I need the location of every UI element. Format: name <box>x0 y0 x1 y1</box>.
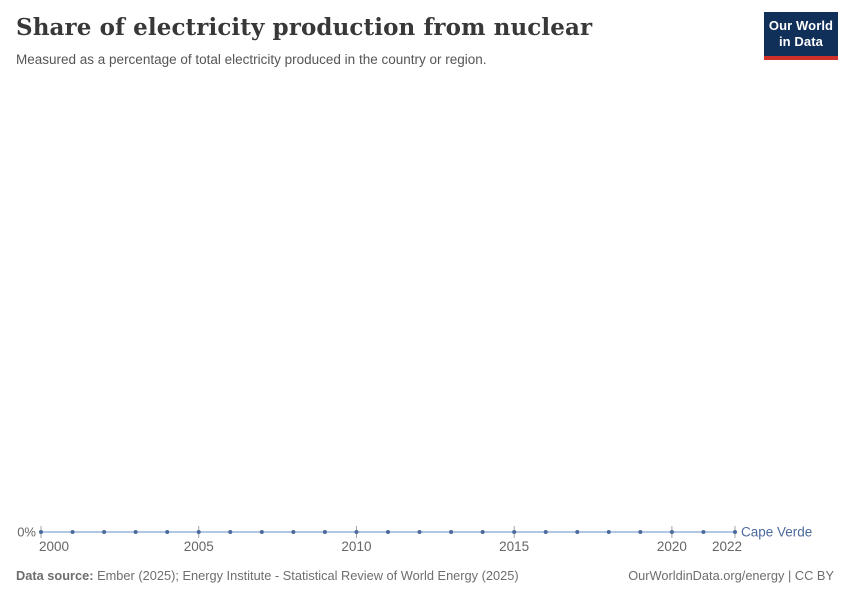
data-point-marker <box>512 530 517 534</box>
data-point-marker <box>165 530 170 534</box>
data-point-marker <box>449 530 454 534</box>
data-point-marker <box>102 530 107 534</box>
x-axis-tick-label: 2015 <box>499 539 529 554</box>
data-point-marker <box>228 530 233 534</box>
data-point-marker <box>669 530 674 534</box>
data-source-text: Ember (2025); Energy Institute - Statist… <box>97 568 519 583</box>
data-point-marker <box>291 530 296 534</box>
data-point-marker <box>133 530 138 534</box>
x-axis-tick-label: 2005 <box>184 539 214 554</box>
data-point-marker <box>638 530 643 534</box>
data-point-marker <box>386 530 390 534</box>
footer-link[interactable]: OurWorldinData.org/energy | CC BY <box>628 568 834 583</box>
x-axis-tick-label: 2022 <box>712 539 742 554</box>
data-point-marker <box>39 530 43 534</box>
data-point-marker <box>543 530 548 534</box>
data-point-marker <box>701 530 706 534</box>
data-point-marker <box>606 530 611 534</box>
y-axis-tick-label: 0% <box>17 525 36 540</box>
data-point-marker <box>70 530 75 534</box>
x-axis-tick-label: 2020 <box>657 539 687 554</box>
data-source-note: Data source: Ember (2025); Energy Instit… <box>16 568 519 583</box>
chart-title: Share of electricity production from nuc… <box>16 14 593 41</box>
data-point-marker <box>196 530 201 534</box>
chart-subtitle: Measured as a percentage of total electr… <box>16 52 487 67</box>
data-point-marker <box>733 530 737 534</box>
data-point-marker <box>259 530 264 534</box>
x-axis-tick-label: 2010 <box>341 539 371 554</box>
owid-logo[interactable]: Our World in Data <box>764 12 838 60</box>
data-source-label: Data source: <box>16 568 94 583</box>
series-label[interactable]: Cape Verde <box>741 525 812 540</box>
chart-footer: Data source: Ember (2025); Energy Instit… <box>16 568 834 583</box>
owid-logo-line1: Our World <box>768 18 834 33</box>
data-point-marker <box>575 530 580 534</box>
data-point-marker <box>322 530 327 534</box>
data-point-marker <box>480 530 485 534</box>
data-point-marker <box>354 530 359 534</box>
data-point-marker <box>417 530 422 534</box>
x-axis-tick-label: 2000 <box>39 539 69 554</box>
owid-logo-line2: in Data <box>778 34 824 50</box>
